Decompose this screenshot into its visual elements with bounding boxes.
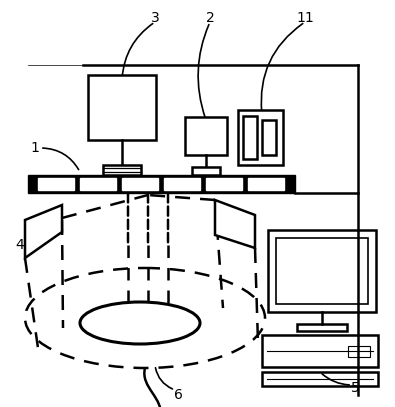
Bar [192,167,220,175]
Text: 2: 2 [206,11,214,25]
Text: 1: 1 [30,141,40,155]
Bar [122,178,158,190]
Bar [262,372,378,386]
Bar [38,178,74,190]
Text: 6: 6 [173,388,182,402]
Bar [243,116,257,159]
Bar [268,230,376,312]
Text: 5: 5 [351,381,359,395]
Bar [28,175,295,193]
Polygon shape [215,200,255,248]
Bar [80,178,116,190]
Bar [103,165,141,175]
Bar [262,335,378,367]
Bar [185,117,227,155]
Text: 11: 11 [296,11,314,25]
Text: 3: 3 [150,11,159,25]
Bar [88,75,156,140]
Bar [238,110,283,165]
Bar [297,324,347,331]
Bar [206,178,242,190]
Polygon shape [25,205,62,258]
Bar [276,238,368,304]
Bar [262,120,276,155]
Bar [348,346,370,357]
Bar [248,178,284,190]
Bar [164,178,200,190]
Text: 4: 4 [16,238,24,252]
